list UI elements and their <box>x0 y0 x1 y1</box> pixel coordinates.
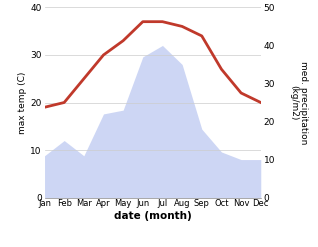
X-axis label: date (month): date (month) <box>114 211 191 221</box>
Y-axis label: med. precipitation
(kg/m2): med. precipitation (kg/m2) <box>289 61 308 144</box>
Y-axis label: max temp (C): max temp (C) <box>18 71 27 134</box>
